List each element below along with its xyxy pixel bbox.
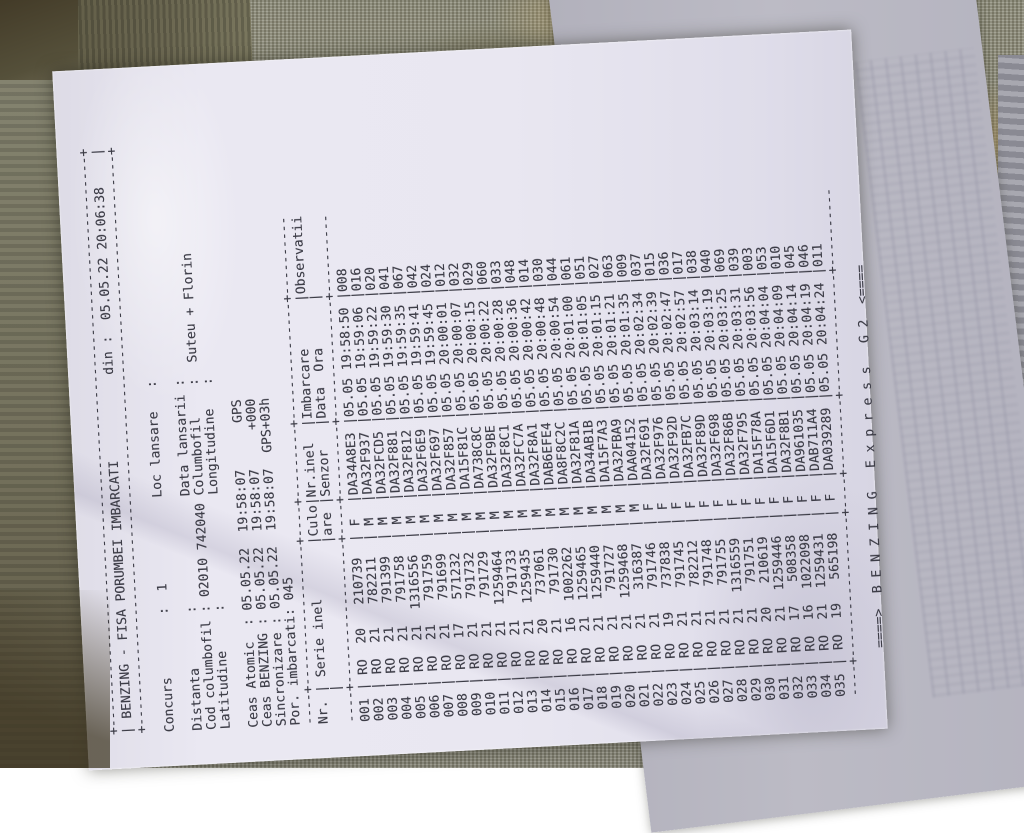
document-text: +---------------------------------------… bbox=[76, 147, 891, 736]
carpet-bottom-shadow bbox=[0, 590, 110, 768]
paper-sheet: +---------------------------------------… bbox=[52, 29, 891, 771]
